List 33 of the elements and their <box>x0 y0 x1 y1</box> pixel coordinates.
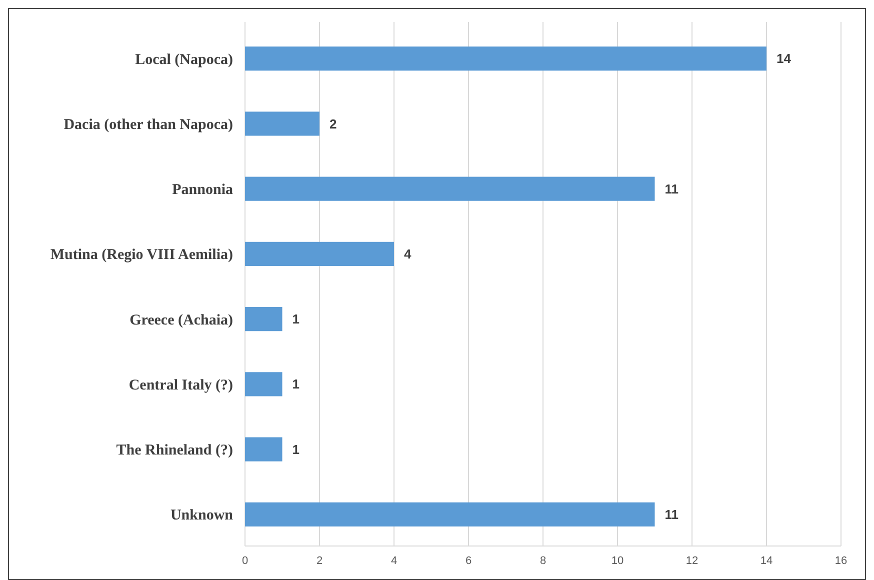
data-label: 1 <box>292 312 300 327</box>
data-label: 2 <box>330 116 337 132</box>
data-label: 11 <box>664 181 678 196</box>
x-tick-label: 12 <box>686 555 698 567</box>
y-tick-label: Local (Napoca) <box>135 52 233 68</box>
y-tick-label: Dacia (other than Napoca) <box>64 116 233 133</box>
data-label: 14 <box>776 51 792 66</box>
data-label: 1 <box>292 376 300 392</box>
bar <box>245 112 320 136</box>
data-label: 11 <box>664 506 678 522</box>
x-tick-label: 2 <box>316 555 323 567</box>
x-tick-label: 8 <box>540 555 546 567</box>
y-tick-label: Greece (Achaia) <box>130 312 233 328</box>
bar <box>245 307 282 332</box>
y-tick-label: The Rhineland (?) <box>116 442 233 459</box>
x-tick-label: 4 <box>390 555 398 567</box>
data-label: 1 <box>292 442 300 457</box>
data-label: 4 <box>404 246 412 262</box>
y-tick-label: Unknown <box>170 508 234 524</box>
bar <box>245 242 394 266</box>
x-tick-label: 0 <box>242 555 248 567</box>
bar <box>245 372 282 396</box>
x-tick-label: 14 <box>760 555 773 567</box>
y-tick-label: Pannonia <box>172 182 234 198</box>
bar <box>245 176 655 201</box>
x-tick-label: 16 <box>834 555 848 567</box>
x-tick-label: 10 <box>611 555 624 567</box>
y-tick-label: Mutina (Regio VIII Aemilia) <box>50 247 233 264</box>
bar <box>245 502 655 526</box>
bar <box>245 46 766 71</box>
bar <box>245 437 282 462</box>
y-tick-label: Central Italy (?) <box>128 377 233 394</box>
x-tick-label: 6 <box>465 555 472 567</box>
